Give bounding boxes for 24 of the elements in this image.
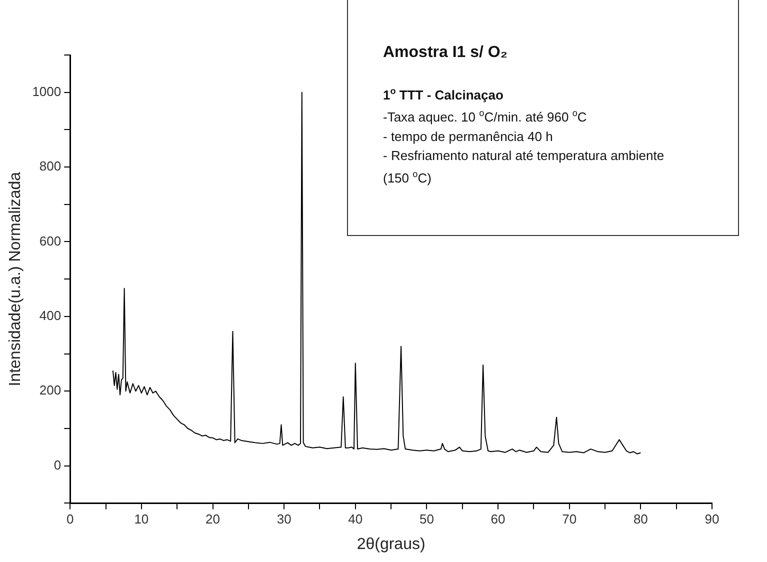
- x-tick-label: 50: [419, 512, 434, 527]
- annotation: - Resfriamento natural até temperatura ambiente: [383, 146, 666, 165]
- x-tick-label: 70: [562, 512, 577, 527]
- y-axis-title: Intensidade(u.a.) Normalizada: [7, 172, 24, 386]
- y-tick-label: 600: [39, 233, 62, 248]
- x-tick-label: 40: [348, 512, 363, 527]
- y-tick-label: 1000: [32, 84, 62, 99]
- x-tick-label: 10: [134, 512, 149, 527]
- x-axis-title: 2θ(graus): [356, 536, 426, 553]
- annotation: (150 $^{o}$C): [383, 168, 432, 187]
- x-tick-label: 20: [206, 512, 220, 527]
- x-tick-label: 80: [633, 512, 648, 527]
- annotation: 1$^{o}$ TTT - Calcinaçao: [383, 85, 504, 104]
- annotation: -Taxa aquec. 10 $^{o}$C/min. até 960 $^{o}$C: [383, 107, 588, 127]
- y-tick-label: 400: [39, 308, 62, 324]
- y-tick-label: 0: [54, 457, 62, 472]
- x-tick-label: 0: [66, 512, 74, 527]
- chart-title: Amostra I1 s/ O₂: [383, 44, 508, 62]
- annotation: - tempo de permanência 40 h: [383, 128, 554, 146]
- x-tick-label: 60: [490, 512, 506, 527]
- y-tick-label: 200: [39, 382, 62, 398]
- x-tick-label: 90: [704, 512, 720, 527]
- x-tick-label: 30: [276, 512, 292, 527]
- y-tick-label: 800: [39, 158, 62, 174]
